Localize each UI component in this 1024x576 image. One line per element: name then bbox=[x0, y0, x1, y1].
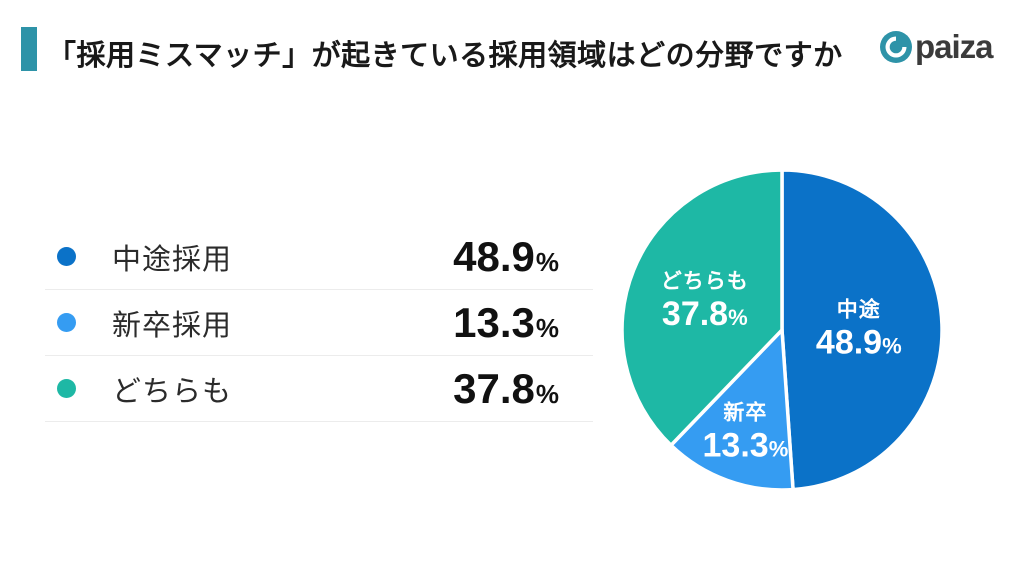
legend-label-dochiramo: どちらも bbox=[112, 375, 233, 408]
page-title: 「採用ミスマッチ」が起きている採用領域はどの分野ですか bbox=[47, 40, 843, 72]
pie-slice-label-2: どちらも bbox=[661, 270, 749, 293]
paiza-logo-text: paiza bbox=[915, 28, 994, 65]
chart-legend: 中途採用 48.9 % 新卒採用 13.3 % どちらも 37.8 % bbox=[45, 224, 593, 422]
title-accent-bar bbox=[21, 27, 37, 71]
legend-value-shinsotsu: 13.3 % bbox=[453, 299, 559, 347]
legend-value-number: 37.8 bbox=[453, 364, 535, 412]
pie-slice-1 bbox=[669, 328, 795, 492]
pie-slice-0 bbox=[780, 168, 944, 492]
legend-value-number: 13.3 bbox=[453, 298, 535, 346]
legend-label-chuto: 中途採用 bbox=[112, 243, 233, 276]
pie-slice-label-0: 中途 bbox=[837, 297, 881, 321]
legend-dot-chuto-icon bbox=[57, 247, 76, 266]
pie-slice-value-0: 48.9% bbox=[816, 323, 902, 361]
legend-dot-dochiramo-icon bbox=[57, 379, 76, 398]
legend-dot-shinsotsu-icon bbox=[57, 313, 76, 332]
pie-slice-label-1: 新卒 bbox=[723, 401, 767, 425]
percent-sign: % bbox=[535, 378, 559, 409]
paiza-logo-icon bbox=[880, 31, 912, 63]
pie-slice-value-2: 37.8% bbox=[662, 295, 748, 333]
header: 「採用ミスマッチ」が起きている採用領域はどの分野ですか paiza bbox=[0, 0, 1024, 80]
legend-row-dochiramo: どちらも 37.8 % bbox=[45, 356, 593, 422]
legend-label-shinsotsu: 新卒採用 bbox=[112, 309, 233, 342]
percent-sign: % bbox=[535, 246, 559, 277]
pie-slice-2 bbox=[620, 168, 784, 447]
legend-row-shinsotsu: 新卒採用 13.3 % bbox=[45, 290, 593, 356]
legend-value-dochiramo: 37.8 % bbox=[453, 365, 559, 413]
legend-value-number: 48.9 bbox=[453, 232, 535, 280]
legend-row-chuto: 中途採用 48.9 % bbox=[45, 224, 593, 290]
paiza-logo: paiza bbox=[880, 28, 994, 65]
pie-slice-value-1: 13.3% bbox=[703, 427, 789, 465]
legend-value-chuto: 48.9 % bbox=[453, 233, 559, 281]
pie-chart: 中途 48.9% 新卒 13.3% どちらも 37.8% bbox=[612, 160, 952, 500]
percent-sign: % bbox=[535, 312, 559, 343]
